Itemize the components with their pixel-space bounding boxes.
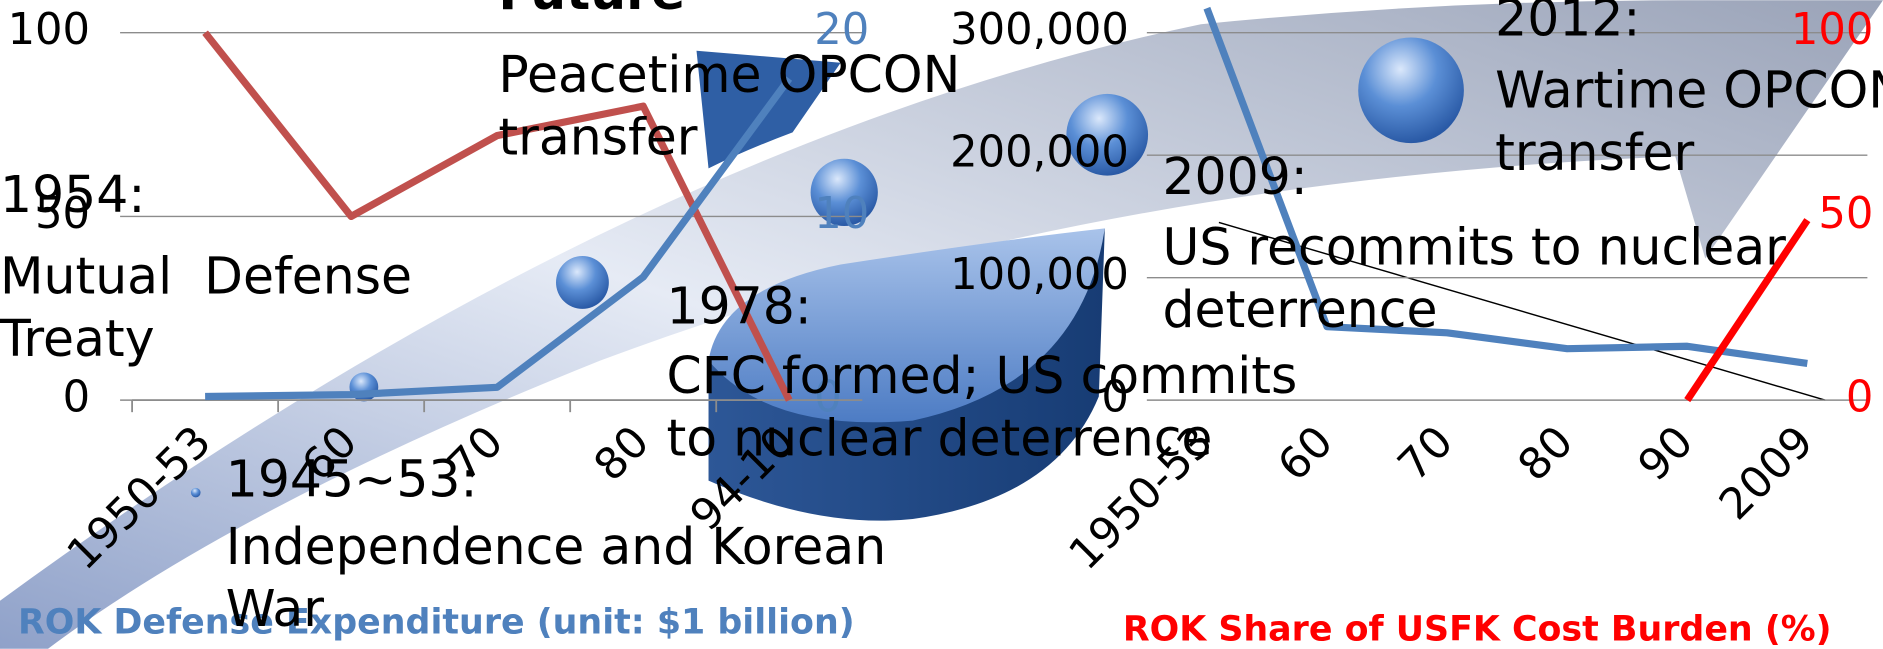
y2-tick-label: 0 bbox=[1846, 373, 1874, 423]
milestone-text: US recommits to nuclear bbox=[1162, 218, 1786, 277]
y2-tick-label: 10 bbox=[814, 189, 869, 239]
y-tick-label: 100,000 bbox=[950, 250, 1129, 300]
milestone-text: Treaty bbox=[0, 309, 155, 368]
y-tick-label: 0 bbox=[63, 373, 91, 423]
milestone-year: 2009: bbox=[1162, 147, 1307, 206]
y2-tick-label: 100 bbox=[1791, 5, 1873, 55]
chart-title: ROK Defense Expenditure (unit: $1 billio… bbox=[18, 603, 855, 643]
x-tick-label: 70 bbox=[1389, 417, 1463, 491]
y-tick-label: 300,000 bbox=[950, 5, 1129, 55]
milestone-year: 1945~53: bbox=[226, 450, 478, 509]
x-tick-label: 80 bbox=[585, 417, 659, 491]
x-tick-label: 60 bbox=[1269, 417, 1343, 491]
milestone-text: deterrence bbox=[1162, 280, 1437, 339]
milestone-text: Mutual Defense bbox=[0, 247, 412, 306]
x-tick-label: 90 bbox=[1629, 417, 1703, 491]
y-tick-label: 100 bbox=[8, 5, 91, 55]
y2-tick-label: 50 bbox=[1818, 189, 1873, 239]
slide: ROK Defense Expenditure (unit: $1 billio… bbox=[0, 0, 1883, 649]
milestone-text: transfer bbox=[498, 107, 697, 166]
milestone-text: Independence and Korean bbox=[226, 517, 886, 576]
milestone-text: transfer bbox=[1495, 123, 1694, 182]
bubble bbox=[1358, 37, 1464, 143]
milestone-text: Wartime OPCON bbox=[1495, 60, 1883, 119]
milestone-text: War bbox=[226, 579, 325, 638]
milestone-text: Peacetime OPCON bbox=[498, 45, 960, 104]
milestone-year: 1954: bbox=[0, 165, 145, 224]
milestone-text: CFC formed; US commits bbox=[666, 346, 1297, 405]
milestone-text: to nuclear deterrence bbox=[666, 409, 1212, 468]
heading: Future bbox=[498, 0, 685, 21]
y-tick-label: 200,000 bbox=[950, 128, 1129, 178]
milestone-year: 1978: bbox=[666, 277, 811, 336]
x-tick-label: 2009 bbox=[1710, 417, 1823, 530]
x-tick-label: 80 bbox=[1509, 417, 1583, 491]
bubble bbox=[556, 256, 609, 309]
chart-title: ROK Share of USFK Cost Burden (%) bbox=[1123, 610, 1832, 649]
milestone-year: 2012: bbox=[1495, 0, 1640, 47]
bubble bbox=[191, 488, 201, 498]
